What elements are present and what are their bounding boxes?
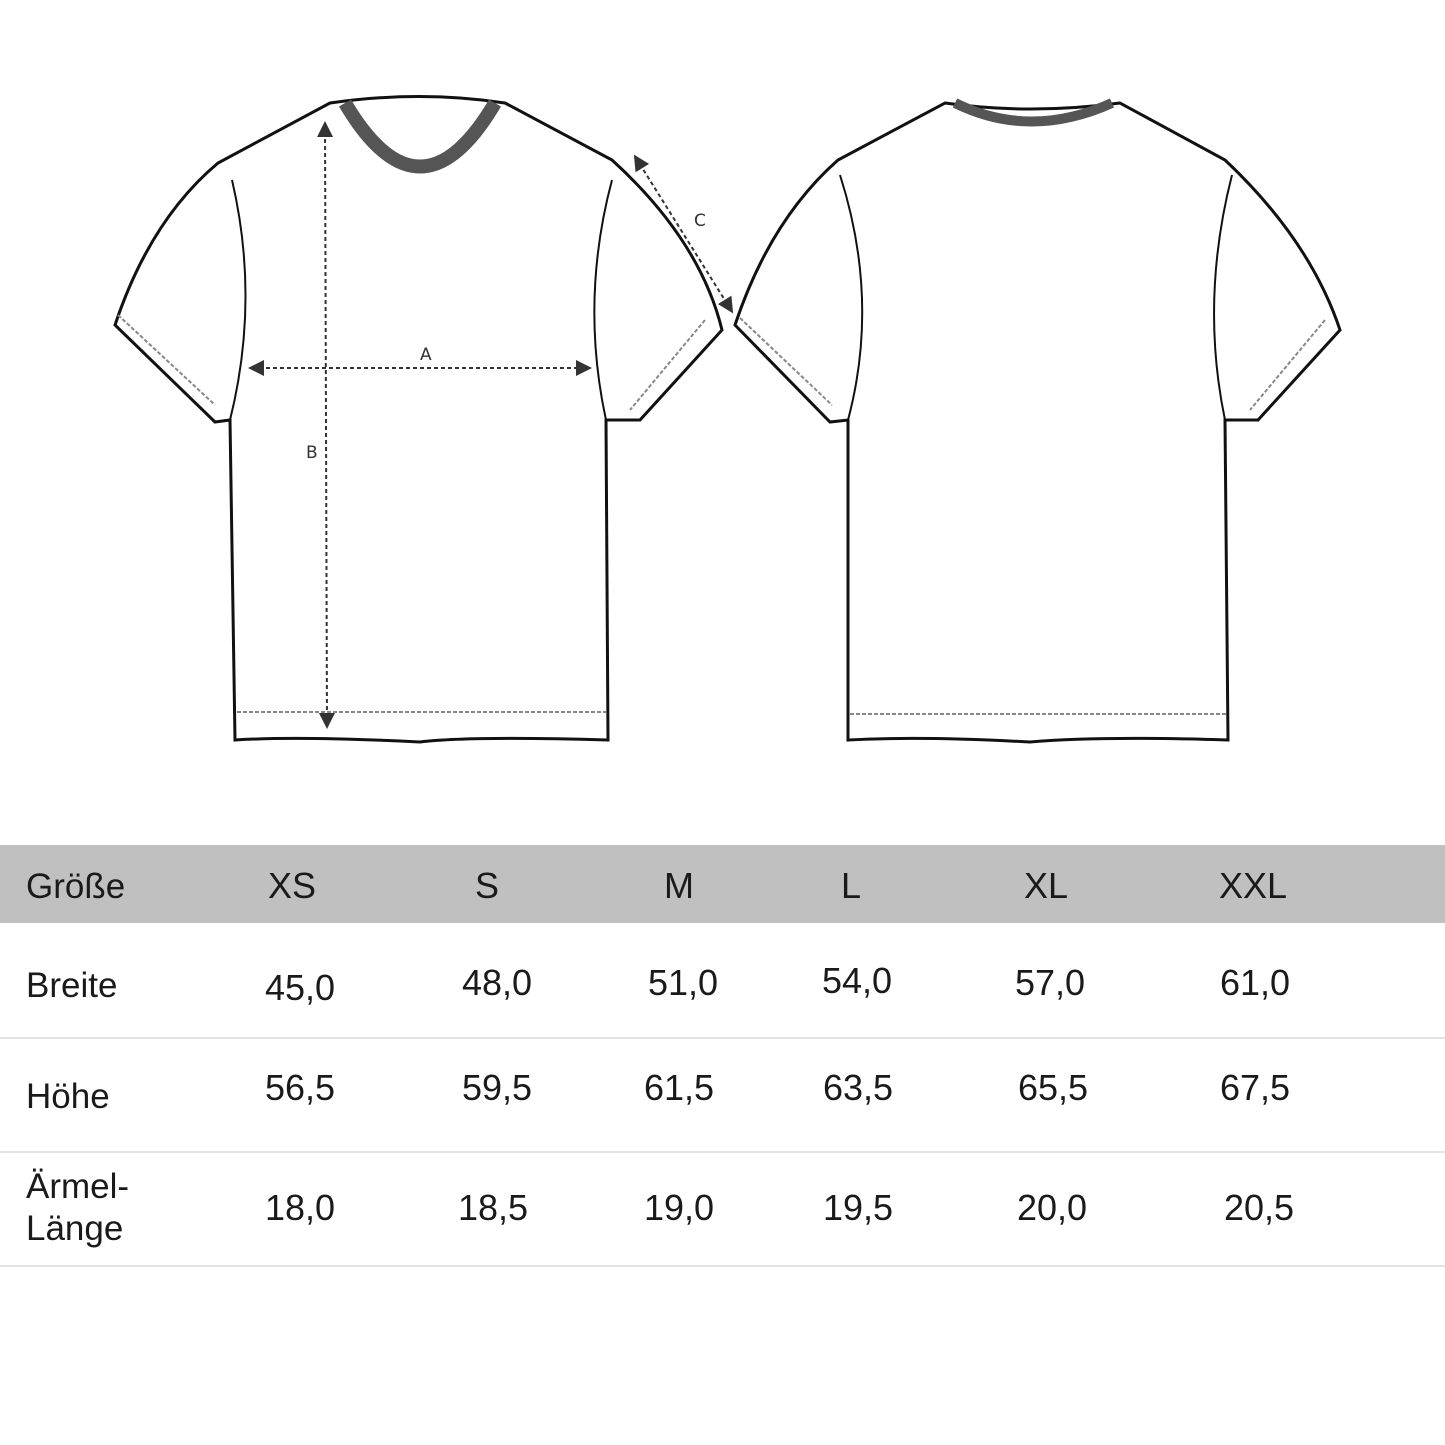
- row-label-breite: Breite: [26, 966, 118, 1005]
- dimension-c-label: C: [694, 211, 706, 231]
- table-cell: 19,0: [643, 1187, 715, 1228]
- table-cell: 19,5: [822, 1187, 894, 1228]
- table-cell: 51,0: [647, 962, 719, 1003]
- size-header: M: [664, 865, 694, 906]
- table-cell: 18,5: [457, 1187, 529, 1228]
- row-divider: [0, 1151, 1445, 1153]
- size-header: S: [474, 865, 500, 906]
- dimension-c-line: [633, 154, 734, 314]
- size-header: XXL: [1218, 865, 1288, 906]
- tshirt-front: [113, 95, 724, 744]
- table-cell: 63,5: [822, 1067, 894, 1108]
- size-header: XL: [1023, 865, 1069, 906]
- table-cell: 45,0: [264, 967, 336, 1008]
- table-header-row: [0, 845, 1445, 923]
- table-cell: 56,5: [264, 1067, 336, 1108]
- table-cell: 20,5: [1223, 1187, 1295, 1228]
- dimension-b-line: [317, 121, 335, 729]
- table-cell: 54,0: [821, 960, 893, 1001]
- table-cell: 67,5: [1219, 1067, 1291, 1108]
- row-label-aermel-line2: Länge: [26, 1209, 124, 1248]
- dimension-lines: [248, 121, 734, 729]
- row-divider: [0, 1037, 1445, 1039]
- tshirt-back: [733, 98, 1342, 744]
- table-cell: 20,0: [1016, 1187, 1088, 1228]
- row-label-aermel-line1: Ärmel-: [26, 1167, 130, 1206]
- table-cell: 61,5: [643, 1067, 715, 1108]
- table-cell: 57,0: [1014, 962, 1086, 1003]
- table-cell: 18,0: [264, 1187, 336, 1228]
- size-header: XS: [267, 865, 317, 906]
- size-header: L: [840, 865, 862, 906]
- tshirt-diagram: A B C: [113, 95, 1342, 744]
- header-label: Größe: [26, 867, 126, 906]
- table-cell: 48,0: [461, 962, 533, 1003]
- dimension-a-label: A: [420, 345, 432, 365]
- row-divider: [0, 1265, 1445, 1267]
- table-cell: 59,5: [461, 1067, 533, 1108]
- dimension-b-label: B: [306, 443, 318, 463]
- table-cell: 61,0: [1219, 962, 1291, 1003]
- row-label-hoehe: Höhe: [26, 1077, 110, 1116]
- table-cell: 65,5: [1017, 1067, 1089, 1108]
